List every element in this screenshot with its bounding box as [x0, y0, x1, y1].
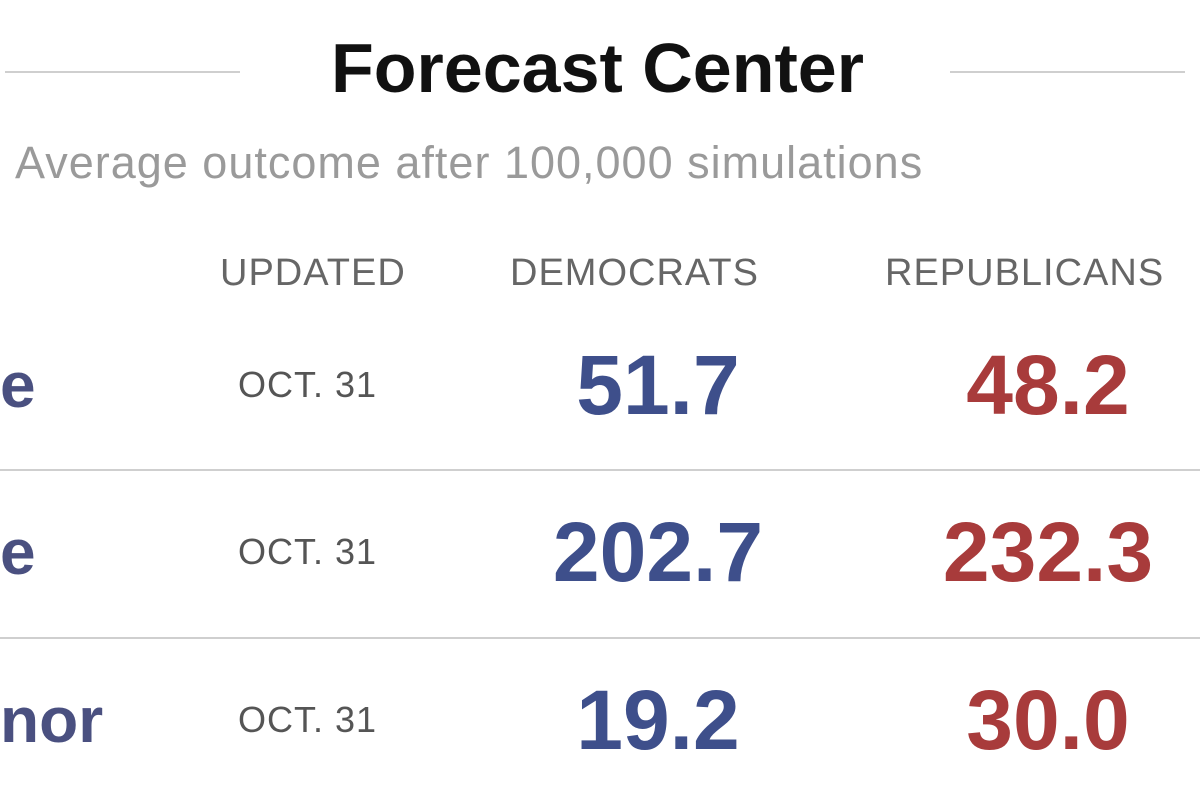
updated-date: OCT. 31	[238, 364, 378, 405]
row-divider	[0, 469, 1200, 471]
row-label: e	[0, 349, 36, 421]
row-label: nor	[0, 684, 104, 756]
column-header: DEMOCRATS	[510, 252, 759, 294]
row-divider	[0, 637, 1200, 639]
updated-date: OCT. 31	[238, 699, 378, 740]
democrats-value: 51.7	[576, 338, 740, 432]
democrats-value: 202.7	[552, 505, 764, 599]
title-rule	[5, 71, 240, 73]
democrats-value: 19.2	[576, 673, 740, 767]
title: Forecast Center	[331, 29, 864, 107]
updated-date: OCT. 31	[238, 531, 378, 572]
column-header: UPDATED	[220, 252, 406, 294]
column-header: REPUBLICANS	[885, 252, 1165, 294]
republicans-value: 30.0	[966, 673, 1130, 767]
row-label: e	[0, 516, 36, 588]
subtitle: Average outcome after 100,000 simulation…	[15, 137, 924, 188]
republicans-value: 48.2	[966, 338, 1130, 432]
republicans-value: 232.3	[942, 505, 1154, 599]
title-rule	[950, 71, 1185, 73]
